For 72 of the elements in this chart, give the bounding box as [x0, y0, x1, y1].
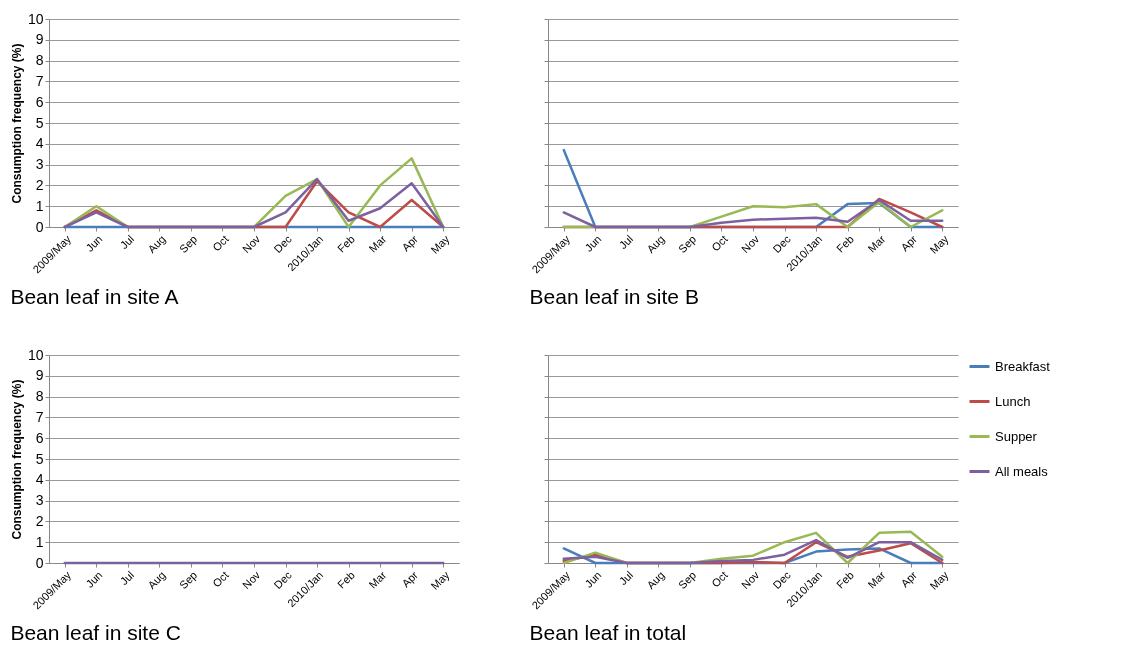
x-tick-label: Mar [865, 568, 888, 591]
y-tick-label: 7 [35, 72, 44, 89]
y-tick-label: 3 [35, 492, 44, 509]
x-tick-label: Nov [239, 568, 263, 592]
legend-label: Lunch [995, 393, 1031, 409]
x-tick-label: Mar [865, 232, 888, 255]
y-axis-title: Consumption frequency (%) [9, 379, 24, 540]
text: Bean leaf in site A [10, 284, 179, 308]
x-tick-label: Jun [582, 568, 604, 590]
x-tick-label: Feb [834, 568, 856, 591]
y-tick-label: 10 [27, 10, 44, 27]
x-tick-label: Sep [675, 232, 699, 256]
legend-label: Supper [995, 428, 1038, 444]
text: Bean leaf in total [529, 620, 687, 644]
x-tick-label: Apr [399, 232, 421, 254]
x-tick-label: May [927, 232, 951, 256]
x-tick-label: Aug [644, 232, 667, 256]
x-tick-label: Mar [366, 568, 389, 591]
y-tick-label: 8 [35, 388, 44, 405]
x-tick-label: May [428, 568, 452, 592]
x-tick-label: Nov [239, 232, 263, 256]
y-tick-label: 4 [35, 135, 44, 152]
x-tick-label: Apr [898, 232, 920, 254]
y-tick-label: 6 [35, 429, 44, 446]
legend-label: All meals [995, 463, 1049, 479]
y-tick-label: 1 [35, 197, 44, 214]
y-tick-label: 3 [35, 156, 44, 173]
y-tick-label: 6 [35, 93, 44, 110]
y-tick-label: 7 [35, 408, 44, 425]
text: Bean leaf in site B [529, 284, 699, 308]
x-tick-label: Oct [709, 232, 730, 254]
x-tick-label: Jun [83, 232, 105, 254]
x-tick-label: Apr [898, 568, 920, 590]
x-tick-label: Nov [738, 232, 762, 256]
y-tick-label: 9 [35, 31, 44, 48]
x-tick-label: Nov [738, 568, 762, 592]
x-tick-label: Oct [210, 568, 231, 590]
y-tick-label: 9 [35, 367, 44, 384]
x-tick-label: Jul [616, 232, 636, 252]
x-tick-label: Sep [176, 232, 200, 256]
x-tick-label: Feb [335, 568, 357, 591]
y-tick-label: 0 [35, 218, 44, 235]
y-tick-label: 10 [27, 346, 44, 363]
x-tick-label: Sep [675, 568, 699, 592]
y-tick-label: 8 [35, 52, 44, 69]
y-tick-label: 1 [35, 533, 44, 550]
x-tick-label: Feb [834, 232, 856, 255]
y-axis-title: Consumption frequency (%) [9, 43, 24, 204]
x-tick-label: Aug [145, 232, 168, 256]
y-tick-label: 5 [35, 450, 44, 467]
x-tick-label: May [927, 568, 951, 592]
x-tick-label: Aug [644, 568, 667, 592]
x-tick-label: Jul [616, 568, 636, 588]
y-tick-label: 5 [35, 114, 44, 131]
x-tick-label: Oct [709, 568, 730, 590]
x-tick-label: May [428, 232, 452, 256]
x-tick-label: Jul [117, 568, 137, 588]
y-tick-label: 2 [35, 176, 44, 193]
x-tick-label: Jul [117, 232, 137, 252]
legend-label: Breakfast [995, 358, 1051, 374]
x-tick-label: Mar [366, 232, 389, 255]
y-tick-label: 4 [35, 471, 44, 488]
x-tick-label: Aug [145, 568, 168, 592]
y-tick-label: 0 [35, 554, 44, 571]
text: Bean leaf in site C [10, 620, 181, 644]
x-tick-label: Apr [399, 568, 421, 590]
x-tick-label: Jun [83, 568, 105, 590]
x-tick-label: Oct [210, 232, 231, 254]
x-tick-label: Jun [582, 232, 604, 254]
x-tick-label: Feb [335, 232, 357, 255]
y-tick-label: 2 [35, 512, 44, 529]
x-tick-label: Sep [176, 568, 200, 592]
